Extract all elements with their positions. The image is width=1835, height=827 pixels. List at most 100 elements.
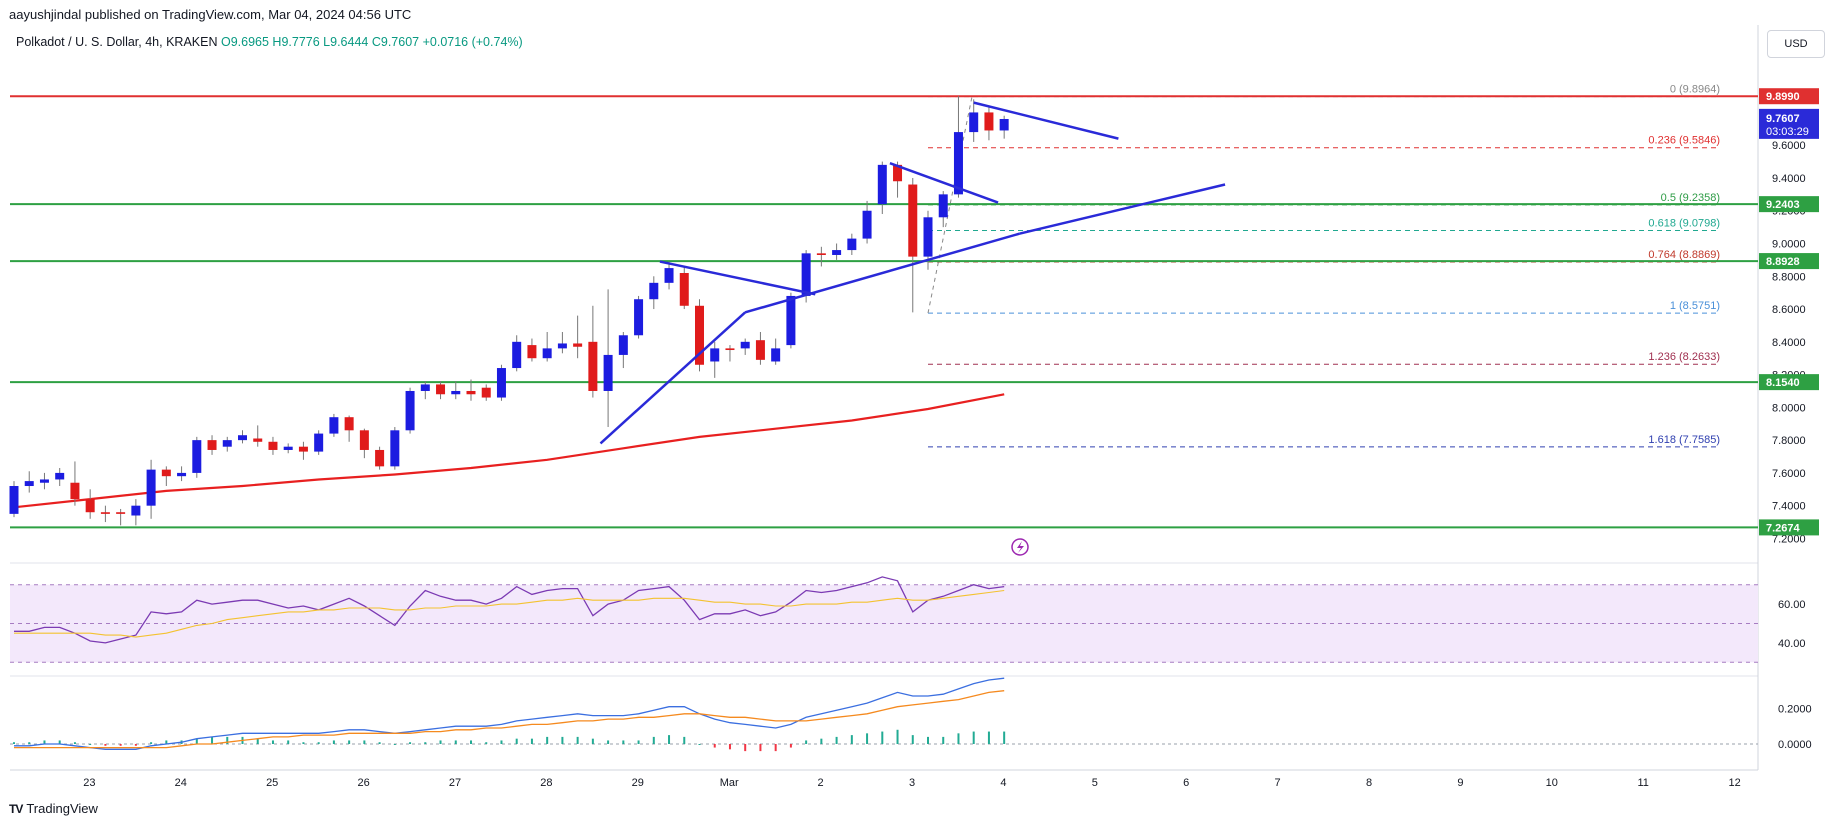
- time-tick-label: 2: [818, 777, 824, 789]
- candle-bullish: [9, 486, 19, 514]
- candle-bullish: [451, 390, 461, 395]
- candle-bullish: [222, 440, 232, 447]
- candle-bullish: [177, 472, 187, 477]
- price-tick-label: 9.6000: [1772, 140, 1806, 152]
- candle-bullish: [649, 282, 659, 300]
- fib-ratio: 1.618: [1648, 434, 1679, 446]
- macd-histogram-bar: [530, 738, 533, 744]
- candle-bearish: [573, 343, 583, 347]
- macd-histogram-bar: [622, 740, 625, 744]
- price-tag: [1759, 253, 1819, 270]
- price-tag: [1759, 88, 1819, 105]
- candle-bearish: [725, 348, 735, 351]
- symbol-title: Polkadot / U. S. Dollar, 4h, KRAKEN: [16, 35, 218, 49]
- fib-value: (9.0798): [1679, 217, 1720, 229]
- low-value: L9.6444: [323, 35, 369, 49]
- currency-button[interactable]: USD: [1767, 30, 1825, 58]
- candle-bearish: [527, 345, 537, 359]
- trendline: [744, 232, 1020, 314]
- candle-bullish: [771, 348, 781, 362]
- macd-histogram-bar: [774, 744, 777, 752]
- macd-histogram-bar: [698, 744, 701, 745]
- price-tag: [1759, 196, 1819, 213]
- rsi-tick-label: 40.00: [1778, 638, 1806, 650]
- macd-histogram-bar: [256, 738, 259, 744]
- macd-histogram-bar: [393, 744, 396, 745]
- fibonacci-levels: 0 (9.8964) 0.236 (9.5846) 0.5 (9.2358) 0.61…: [927, 84, 1720, 448]
- candle-bearish: [298, 446, 308, 452]
- price-grid: [10, 25, 1759, 771]
- candle-bullish: [634, 299, 644, 336]
- fib-ratio: 0.5: [1661, 192, 1679, 204]
- fib-ratio: 0.236: [1648, 135, 1679, 147]
- macd-histogram-bar: [104, 744, 107, 746]
- price-tag-label: 8.8928: [1766, 256, 1800, 268]
- macd-histogram-bar: [134, 744, 137, 746]
- candle-bullish: [740, 341, 750, 349]
- price-tag: [1759, 519, 1819, 536]
- macd-histogram-bar: [744, 744, 747, 752]
- candle-bearish: [116, 512, 126, 514]
- macd-histogram-bar: [987, 731, 990, 744]
- macd-histogram-bar: [119, 744, 122, 746]
- candle-bearish: [908, 184, 918, 257]
- fib-value: (9.2358): [1679, 192, 1720, 204]
- candle-bullish: [938, 194, 948, 218]
- price-tag-label: 8.1540: [1766, 377, 1800, 389]
- macd-histogram-bar: [424, 742, 427, 744]
- macd-histogram-bar: [28, 742, 31, 744]
- macd-histogram-bar: [378, 742, 381, 744]
- rsi-ma-line: [14, 589, 1005, 638]
- macd-histogram-bar: [942, 736, 945, 744]
- candle-bearish: [100, 512, 110, 514]
- fib-level-label: 0.5 (9.2358): [1661, 192, 1720, 204]
- time-tick-label: 9: [1457, 777, 1463, 789]
- candle-bullish: [618, 335, 628, 355]
- countdown-label: 03:03:29: [1766, 126, 1809, 138]
- price-tag-label: 9.8990: [1766, 91, 1800, 103]
- candle-bearish: [984, 112, 994, 131]
- macd-histogram-bar: [454, 740, 457, 744]
- alert-icon[interactable]: [1011, 538, 1029, 556]
- macd-panel: [10, 677, 1758, 752]
- time-tick-label: Mar: [720, 777, 739, 789]
- price-tick-label: 9.4000: [1772, 173, 1806, 185]
- candle-bearish: [893, 164, 903, 182]
- fib-ratio: 0.764: [1648, 249, 1679, 261]
- macd-histogram-bar: [881, 731, 884, 744]
- candle-bullish: [832, 250, 842, 255]
- macd-histogram-bar: [835, 736, 838, 744]
- fib-value: (7.7585): [1679, 434, 1720, 446]
- candle-bullish: [146, 469, 156, 506]
- candle-bearish: [436, 384, 446, 395]
- signal-line: [14, 690, 1005, 749]
- macd-line: [14, 677, 1005, 750]
- time-tick-label: 29: [632, 777, 644, 789]
- fib-value: (8.2633): [1679, 351, 1720, 363]
- trendline: [659, 260, 816, 296]
- macd-histogram-bar: [150, 742, 153, 744]
- candle-bullish: [953, 132, 963, 195]
- trendlines: [599, 101, 1226, 445]
- candle-bearish: [755, 340, 765, 360]
- fib-value: (9.8964): [1679, 84, 1720, 96]
- fib-level-label: 0.764 (8.8869): [1648, 249, 1720, 261]
- candle-bearish: [679, 273, 689, 306]
- candles: [9, 96, 1009, 526]
- macd-histogram-bar: [866, 733, 869, 744]
- candle-bearish: [344, 417, 354, 431]
- fib-anchor-line: [927, 96, 973, 314]
- macd-histogram-bar: [165, 740, 168, 744]
- price-axis: 9.60009.40009.20009.00008.80008.60008.40…: [1759, 88, 1819, 751]
- publisher-line: aayushjindal published on TradingView.co…: [9, 7, 412, 22]
- price-tick-label: 8.0000: [1772, 402, 1806, 414]
- symbol-legend: Polkadot / U. S. Dollar, 4h, KRAKEN O9.6…: [16, 35, 523, 49]
- macd-histogram-bar: [211, 736, 214, 744]
- macd-histogram-bar: [637, 740, 640, 744]
- current-price-tag: [1759, 108, 1819, 139]
- macd-histogram-bar: [546, 736, 549, 744]
- open-value: O9.6965: [220, 35, 269, 49]
- fib-level-label: 1 (8.5751): [1670, 300, 1720, 312]
- macd-histogram-bar: [226, 736, 229, 744]
